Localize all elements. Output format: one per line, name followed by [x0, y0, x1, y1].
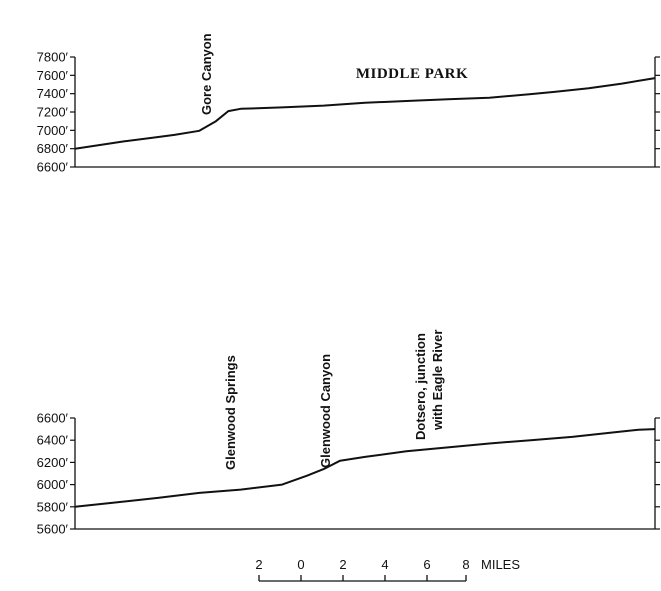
scale-bar-label: 2 [339, 557, 346, 572]
annotation-label: Dotsero, junction [413, 333, 428, 440]
y-tick-label: 6600′ [37, 160, 69, 175]
y-tick-label: 5600′ [37, 522, 69, 537]
y-tick-label: 6200′ [37, 455, 69, 470]
y-tick-label: 6800′ [37, 141, 69, 156]
chart-title: MIDDLE PARK [356, 66, 468, 82]
y-tick-label: 7800′ [37, 50, 69, 65]
y-tick-label: 7400′ [37, 86, 69, 101]
scale-bar: 2 0 2 4 6 8 MILES [255, 557, 520, 582]
scale-bar-label: 4 [381, 557, 388, 572]
elevation-profile-line [74, 428, 656, 508]
annotation-label: with Eagle River [430, 330, 445, 431]
y-tick-label: 7200′ [37, 105, 69, 120]
y-tick-label: 5800′ [37, 499, 69, 514]
y-tick-label: 7600′ [37, 68, 69, 83]
y-tick-label: 6000′ [37, 477, 69, 492]
middle-park-profile-chart: 7800′ 7600′ 7400′ 7200′ 7000′ 6800′ 6600′ MIDDL… [37, 33, 660, 175]
scale-bar-label: 2 [255, 557, 262, 572]
annotation-label: Glenwood Springs [223, 355, 238, 470]
annotation-label: Glenwood Canyon [318, 354, 333, 468]
glenwood-profile-chart: 6600′ 6400′ 6200′ 6000′ 5800′ 5600′ Glenwood S… [37, 330, 660, 537]
y-tick-label: 6600′ [37, 411, 69, 426]
scale-bar-label: 6 [423, 557, 430, 572]
y-tick-label: 6400′ [37, 433, 69, 448]
elevation-profile-line [74, 77, 656, 150]
y-tick-label: 7000′ [37, 123, 69, 138]
scale-bar-unit: MILES [481, 557, 520, 572]
scale-bar-label: 8 [462, 557, 469, 572]
scale-bar-label: 0 [297, 557, 304, 572]
annotation-label: Gore Canyon [199, 33, 214, 115]
